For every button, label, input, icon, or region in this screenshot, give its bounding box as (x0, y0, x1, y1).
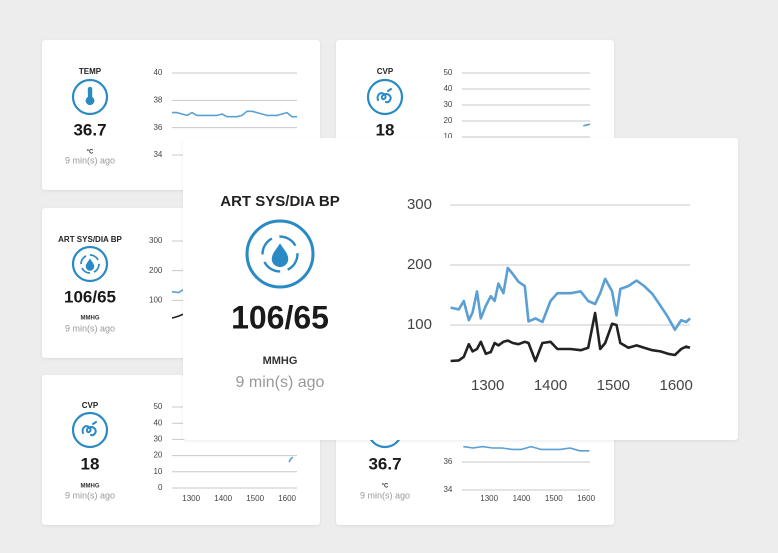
x-tick-label: 1400 (214, 494, 232, 503)
icon-ring (71, 245, 109, 283)
y-tick-label: 40 (443, 84, 452, 93)
reading-value: 106/65 (231, 299, 329, 335)
card-title: CVP (377, 67, 394, 76)
y-tick-label: 200 (149, 266, 163, 275)
x-tick-label: 1400 (513, 494, 531, 503)
reading-unit: °C (382, 484, 389, 490)
y-tick-label: 40 (153, 418, 162, 427)
icon-inner-ring (261, 235, 299, 273)
icon-ring (366, 78, 404, 116)
y-tick-label: 38 (153, 95, 162, 104)
x-tick-label: 1600 (577, 494, 595, 503)
y-tick-label: 10 (153, 467, 162, 476)
y-tick-label: 34 (443, 485, 452, 494)
card-title: ART SYS/DIA BP (220, 193, 339, 210)
data-line (450, 311, 691, 363)
x-tick-label: 1300 (471, 377, 504, 394)
data-line (463, 445, 590, 452)
icon-ring (245, 219, 315, 289)
reading-time: 9 min(s) ago (65, 155, 115, 165)
y-tick-label: 0 (158, 483, 163, 492)
data-line (450, 266, 691, 332)
card-title: ART SYS/DIA BP (58, 235, 122, 244)
data-line (172, 110, 297, 118)
x-tick-label: 1300 (182, 494, 200, 503)
data-line (288, 456, 294, 463)
vital-icon (71, 245, 109, 283)
vital-icon (71, 411, 109, 449)
y-tick-label: 30 (443, 100, 452, 109)
y-tick-label: 34 (153, 150, 162, 159)
icon-ring (71, 411, 109, 449)
data-line (583, 123, 591, 127)
y-tick-label: 30 (153, 435, 162, 444)
card-canvas: TEMP 36.7 °C9 min(s) ago 34 36 38 40 (65, 67, 297, 165)
monitor-card: ART SYS/DIA BP 106/65 MMHG 9 min(s) ago 100 2… (183, 138, 738, 440)
vital-icon (366, 78, 404, 116)
reading-value: 18 (376, 120, 395, 139)
y-tick-label: 50 (443, 68, 452, 77)
y-tick-label: 36 (153, 123, 162, 132)
vital-icon (245, 219, 315, 289)
reading-value: 18 (81, 454, 100, 473)
y-tick-label: 10 (443, 132, 452, 141)
y-tick-label: 300 (407, 196, 432, 213)
reading-time: 9 min(s) ago (65, 323, 115, 333)
y-tick-label: 100 (149, 295, 163, 304)
icon-inner-ring (80, 254, 100, 274)
x-tick-label: 1600 (659, 377, 692, 394)
reading-value: 106/65 (64, 287, 116, 306)
card-canvas: ART SYS/DIA BP 106/65 MMHG 9 min(s) ago 100 2… (220, 193, 693, 394)
icon-glyph (376, 88, 392, 104)
icon-glyph (85, 86, 95, 106)
monitor-card: TEMP 36.7 °C 9 min(s) ago 34 36 38 40 (42, 40, 320, 190)
reading-time: 9 min(s) ago (360, 490, 410, 500)
card-title: TEMP (79, 67, 102, 76)
y-tick-label: 300 (149, 236, 163, 245)
y-tick-label: 20 (153, 451, 162, 460)
reading-time: 9 min(s) ago (65, 490, 115, 500)
reading-unit: MMHG (81, 484, 100, 490)
vital-icon (71, 78, 109, 116)
reading-value: 36.7 (73, 120, 106, 139)
reading-value: 36.7 (368, 454, 401, 473)
y-tick-label: 20 (443, 116, 452, 125)
x-tick-label: 1600 (278, 494, 296, 503)
card-title: CVP (82, 401, 99, 410)
icon-glyph (81, 421, 97, 437)
reading-unit: MMHG (263, 355, 298, 367)
x-tick-label: 1500 (597, 377, 630, 394)
y-tick-label: 200 (407, 256, 432, 273)
x-tick-label: 1400 (534, 377, 567, 394)
y-tick-label: 100 (407, 316, 432, 333)
reading-time: 9 min(s) ago (236, 374, 325, 391)
icon-glyph (271, 243, 289, 268)
x-tick-label: 1500 (246, 494, 264, 503)
reading-unit: °C (87, 150, 94, 156)
reading-unit: MMHG (81, 316, 100, 322)
x-tick-label: 1300 (480, 494, 498, 503)
y-tick-label: 40 (153, 68, 162, 77)
icon-glyph (85, 258, 95, 271)
x-tick-label: 1500 (545, 494, 563, 503)
y-tick-label: 36 (443, 457, 452, 466)
icon-ring (71, 78, 109, 116)
y-tick-label: 50 (153, 402, 162, 411)
